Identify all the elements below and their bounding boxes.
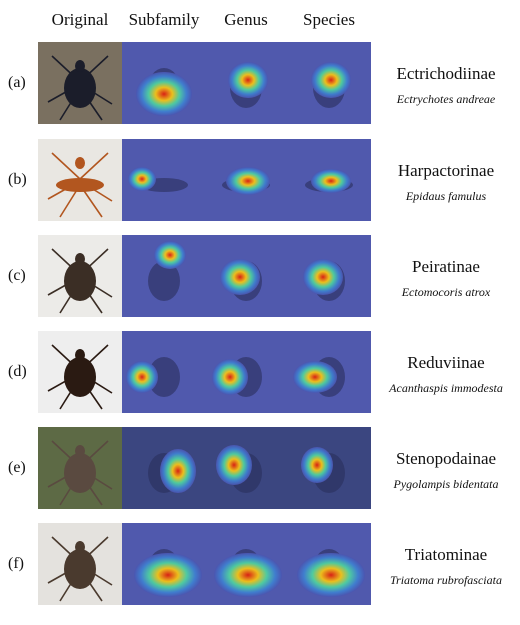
subfamily-heatmap bbox=[122, 523, 206, 605]
species-heatmap bbox=[287, 235, 371, 317]
header-genus: Genus bbox=[224, 10, 268, 29]
original-photo bbox=[38, 42, 122, 124]
subfamily-name: Triatominae bbox=[404, 545, 488, 564]
original-photo bbox=[38, 523, 122, 605]
original-photo bbox=[38, 427, 122, 509]
header-original: Original bbox=[51, 10, 109, 29]
species-name: Triatoma rubrofasciata bbox=[390, 573, 502, 587]
species-name: Pygolampis bidentata bbox=[393, 477, 499, 491]
original-photo bbox=[38, 331, 122, 413]
species-heatmap bbox=[287, 427, 371, 509]
genus-heatmap bbox=[204, 331, 288, 413]
taxon-labels: Stenopodainae Pygolampis bidentata bbox=[380, 449, 512, 492]
original-photo bbox=[38, 139, 122, 221]
row-label: (c) bbox=[8, 267, 26, 284]
subfamily-heatmap bbox=[122, 139, 206, 221]
header-species: Species bbox=[303, 10, 355, 29]
species-heatmap bbox=[287, 139, 371, 221]
row-label: (e) bbox=[8, 459, 26, 476]
genus-heatmap bbox=[204, 523, 288, 605]
subfamily-name: Reduviinae bbox=[407, 353, 485, 372]
subfamily-name: Stenopodainae bbox=[395, 449, 497, 468]
subfamily-heatmap bbox=[122, 42, 206, 124]
subfamily-name: Ectrichodiinae bbox=[396, 64, 496, 83]
row-label: (d) bbox=[8, 363, 27, 380]
taxon-labels: Harpactorinae Epidaus famulus bbox=[380, 161, 512, 204]
original-photo bbox=[38, 235, 122, 317]
species-name: Ectrychotes andreae bbox=[396, 92, 496, 106]
taxon-labels: Triatominae Triatoma rubrofasciata bbox=[380, 545, 512, 588]
subfamily-heatmap bbox=[122, 331, 206, 413]
species-name: Ectomocoris atrox bbox=[401, 285, 491, 299]
species-name: Acanthaspis immodesta bbox=[389, 381, 503, 395]
genus-heatmap bbox=[204, 427, 288, 509]
taxon-labels: Peiratinae Ectomocoris atrox bbox=[380, 257, 512, 300]
taxon-labels: Reduviinae Acanthaspis immodesta bbox=[380, 353, 512, 396]
species-heatmap bbox=[287, 42, 371, 124]
genus-heatmap bbox=[204, 235, 288, 317]
subfamily-name: Peiratinae bbox=[412, 257, 480, 276]
species-heatmap bbox=[287, 523, 371, 605]
subfamily-name: Harpactorinae bbox=[397, 161, 495, 180]
subfamily-heatmap bbox=[122, 427, 206, 509]
row-label: (b) bbox=[8, 171, 27, 188]
row-label: (f) bbox=[8, 555, 24, 572]
genus-heatmap bbox=[204, 139, 288, 221]
row-label: (a) bbox=[8, 74, 26, 91]
species-name: Epidaus famulus bbox=[405, 189, 487, 203]
taxon-labels: Ectrichodiinae Ectrychotes andreae bbox=[380, 64, 512, 107]
species-heatmap bbox=[287, 331, 371, 413]
subfamily-heatmap bbox=[122, 235, 206, 317]
header-subfamily: Subfamily bbox=[128, 10, 200, 29]
genus-heatmap bbox=[204, 42, 288, 124]
